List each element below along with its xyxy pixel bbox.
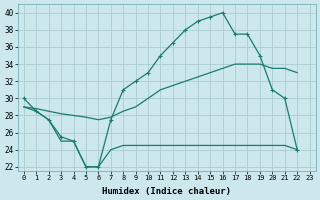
X-axis label: Humidex (Indice chaleur): Humidex (Indice chaleur) xyxy=(102,187,231,196)
